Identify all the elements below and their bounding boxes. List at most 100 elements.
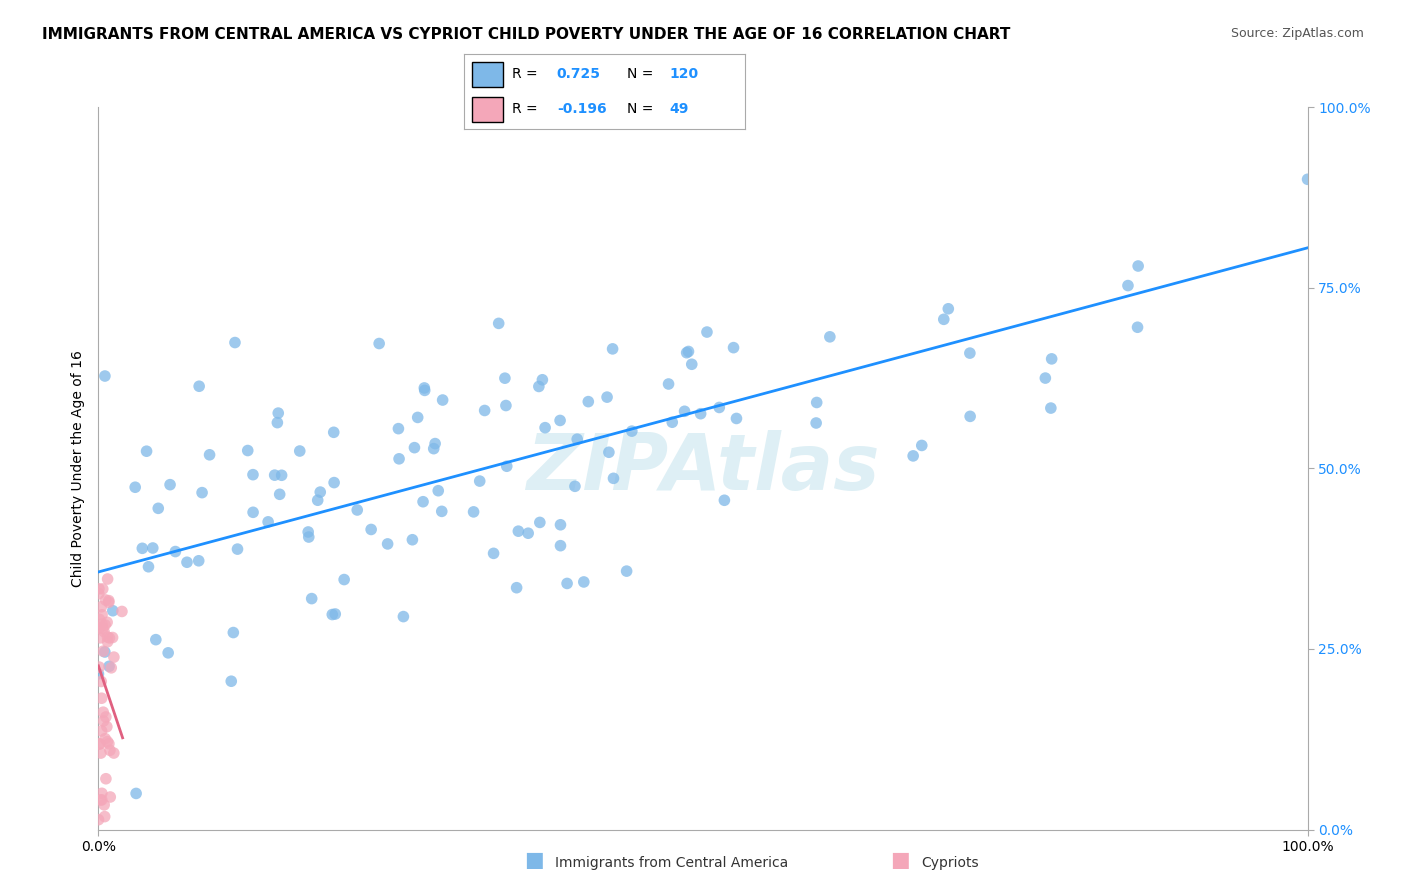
Point (1126, 259, 1149, 273)
Point (529, 516, 551, 530)
Point (564, 479, 586, 493)
Point (388, 451, 411, 466)
Text: Cypriots: Cypriots (921, 855, 979, 870)
Text: R =: R = (512, 102, 541, 116)
Text: 0.725: 0.725 (557, 67, 600, 81)
Point (412, 494, 434, 508)
Point (1039, 401, 1062, 415)
Point (936, 301, 959, 316)
Point (148, 501, 170, 516)
Point (138, 559, 160, 574)
Point (430, 504, 453, 518)
Point (257, 515, 280, 529)
Point (360, 523, 382, 537)
Point (94, 772, 117, 786)
Point (103, 650, 125, 665)
Point (661, 415, 683, 429)
Point (270, 468, 292, 483)
Point (555, 576, 578, 591)
Point (90, 674, 112, 689)
Point (495, 399, 517, 413)
Point (673, 404, 696, 418)
Point (298, 530, 321, 544)
Point (321, 607, 343, 622)
Point (90, 786, 112, 800)
Point (103, 746, 125, 760)
Point (135, 444, 157, 458)
Point (404, 441, 426, 455)
Point (142, 541, 165, 555)
Point (596, 390, 619, 404)
Point (527, 379, 550, 393)
Point (368, 336, 391, 351)
Point (94, 618, 117, 632)
Point (96, 630, 118, 644)
Point (89, 612, 111, 626)
Point (959, 409, 981, 424)
Point (548, 413, 571, 427)
Point (226, 542, 249, 557)
Point (96, 720, 118, 734)
Point (91, 644, 114, 658)
Text: ■: ■ (524, 850, 544, 870)
Point (301, 591, 323, 606)
Point (709, 401, 731, 415)
Text: -0.196: -0.196 (557, 102, 606, 116)
Point (517, 526, 540, 541)
Point (576, 394, 599, 409)
Point (482, 546, 505, 560)
Point (90, 599, 112, 614)
Point (494, 371, 516, 385)
Point (572, 574, 595, 589)
Point (333, 573, 356, 587)
Point (93, 624, 115, 639)
Point (932, 312, 955, 326)
Point (413, 381, 436, 395)
Point (713, 493, 735, 508)
Point (401, 533, 423, 547)
Point (534, 420, 557, 434)
Text: 49: 49 (669, 102, 689, 116)
Point (90, 617, 112, 632)
Point (323, 475, 346, 490)
Text: ZIPAtlas: ZIPAtlas (526, 430, 880, 507)
Point (474, 403, 496, 417)
Point (725, 411, 748, 425)
Point (98, 659, 121, 673)
Point (406, 410, 429, 425)
Point (696, 325, 718, 339)
Point (392, 609, 415, 624)
Point (97, 634, 120, 648)
Point (91, 582, 114, 596)
Point (94, 645, 117, 659)
Point (89, 737, 111, 751)
Point (93, 797, 115, 812)
Point (89, 793, 111, 807)
Point (94, 593, 117, 607)
Text: Source: ZipAtlas.com: Source: ZipAtlas.com (1230, 27, 1364, 40)
Point (97, 572, 120, 586)
Point (188, 379, 211, 393)
Point (93, 714, 115, 728)
Point (94, 369, 117, 384)
Point (91, 607, 114, 622)
Point (87, 587, 110, 601)
Point (550, 539, 572, 553)
Point (91, 621, 114, 635)
Point (598, 445, 620, 459)
Text: N =: N = (627, 102, 658, 116)
Point (678, 344, 700, 359)
Point (87, 813, 110, 827)
Point (90, 746, 112, 760)
Point (87, 582, 110, 596)
Point (1296, 172, 1319, 186)
Point (263, 468, 285, 483)
Point (413, 384, 436, 398)
Point (307, 493, 329, 508)
Point (567, 432, 589, 446)
FancyBboxPatch shape (472, 96, 503, 122)
Point (242, 505, 264, 519)
Point (222, 625, 245, 640)
Point (267, 406, 290, 420)
Point (901, 449, 924, 463)
